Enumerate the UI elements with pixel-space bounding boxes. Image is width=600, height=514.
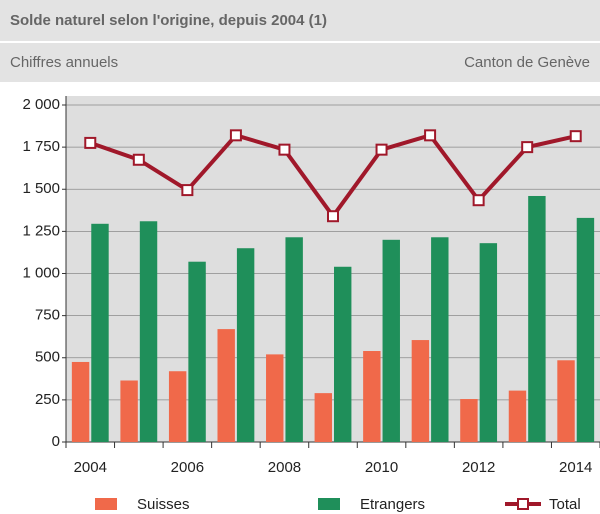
bar xyxy=(217,329,235,442)
bar xyxy=(528,195,546,442)
chart-title: Solde naturel selon l'origine, depuis 20… xyxy=(10,12,327,29)
legend-label: Etrangers xyxy=(360,496,425,513)
bar xyxy=(334,266,352,442)
bar xyxy=(266,354,284,442)
bar xyxy=(139,221,158,442)
marker xyxy=(569,130,582,143)
y-tick-label: 750 xyxy=(35,307,60,324)
bar xyxy=(576,217,595,442)
y-tick-label: 1 000 xyxy=(22,264,60,281)
legend-swatch xyxy=(95,498,117,510)
marker xyxy=(424,129,437,142)
marker xyxy=(229,129,242,142)
y-tick-label: 1 500 xyxy=(22,180,60,197)
marker xyxy=(132,153,145,166)
chart-subtitle: Chiffres annuels xyxy=(10,54,118,71)
marker xyxy=(521,141,534,154)
marker xyxy=(327,210,339,223)
bar xyxy=(188,261,206,442)
x-tick-label: 2010 xyxy=(365,459,398,476)
x-tick-label: 2004 xyxy=(74,459,107,476)
bar xyxy=(120,380,138,442)
x-tick-label: 2008 xyxy=(268,459,301,476)
y-tick-label: 0 xyxy=(52,433,60,450)
bar xyxy=(314,393,332,442)
bar xyxy=(363,351,381,442)
y-tick-label: 250 xyxy=(35,391,60,408)
y-tick-label: 500 xyxy=(35,349,60,366)
x-tick-label: 2014 xyxy=(559,459,592,476)
marker xyxy=(181,184,194,197)
marker xyxy=(278,143,291,156)
legend-swatch xyxy=(318,498,340,510)
y-tick-label: 1 250 xyxy=(22,222,60,239)
bar xyxy=(382,239,400,442)
bar xyxy=(236,248,255,442)
y-tick-label: 1 750 xyxy=(22,138,60,155)
bar xyxy=(557,360,575,442)
x-tick-label: 2006 xyxy=(171,459,204,476)
region: Canton de Genève xyxy=(464,54,590,71)
legend-label: Total xyxy=(549,496,581,513)
bar xyxy=(91,223,109,442)
bar xyxy=(460,399,478,442)
bar xyxy=(479,243,498,442)
bar xyxy=(508,390,527,442)
legend-label: Suisses xyxy=(137,496,190,513)
bar xyxy=(411,340,430,442)
bar xyxy=(285,237,303,442)
legend-marker xyxy=(517,498,529,510)
marker xyxy=(84,136,97,149)
x-tick-label: 2012 xyxy=(462,459,495,476)
marker xyxy=(375,143,388,156)
bar xyxy=(71,361,90,442)
y-tick-label: 2 000 xyxy=(22,96,60,113)
bar xyxy=(168,371,187,442)
bar xyxy=(431,237,449,442)
marker xyxy=(472,194,485,207)
